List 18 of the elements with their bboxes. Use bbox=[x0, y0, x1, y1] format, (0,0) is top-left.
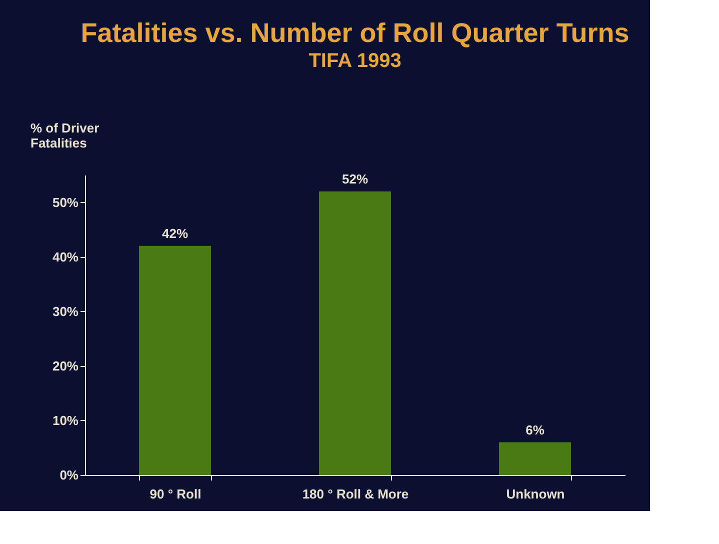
data-label: 42% bbox=[162, 226, 188, 241]
y-tick-label: 40% bbox=[52, 249, 79, 264]
bar bbox=[139, 246, 211, 475]
data-label: 6% bbox=[526, 422, 545, 438]
bar bbox=[319, 191, 391, 475]
x-tick-label: 180 ° Roll & More bbox=[302, 486, 409, 502]
y-tick-label: 0% bbox=[60, 468, 79, 482]
y-tick-label: 50% bbox=[52, 194, 79, 210]
x-tick-label: 90 ° Roll bbox=[150, 486, 202, 502]
y-tick-label: 10% bbox=[52, 412, 79, 428]
bar bbox=[499, 442, 571, 475]
chart-subtitle: TIFA 1993 bbox=[308, 50, 402, 72]
x-tick-label: Unknown bbox=[506, 486, 565, 502]
chart-title: Fatalities vs. Number of Roll Quarter Turns bbox=[80, 18, 630, 48]
data-label: 52% bbox=[342, 171, 368, 186]
y-tick-label: 20% bbox=[52, 358, 79, 374]
y-axis-title: % of Driver Fatalities bbox=[30, 120, 100, 150]
y-tick-label: 30% bbox=[52, 304, 79, 319]
